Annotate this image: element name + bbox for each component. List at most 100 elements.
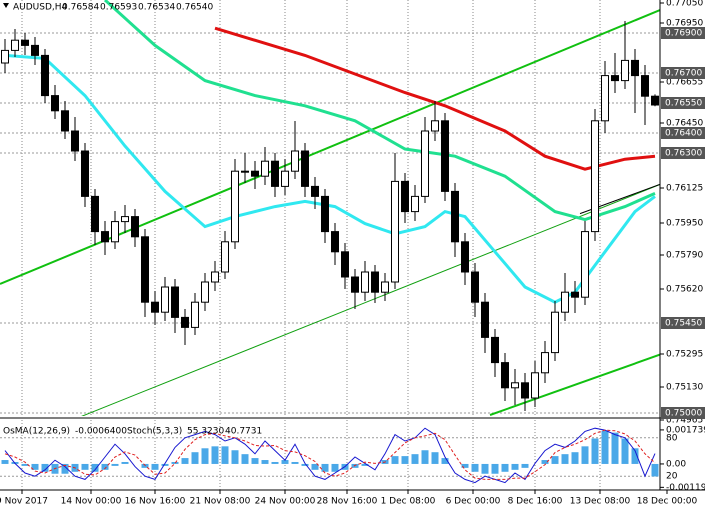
osma-bar — [541, 460, 549, 464]
candle-body — [121, 216, 129, 223]
osma-bar — [301, 463, 309, 466]
osma-bar — [151, 463, 159, 470]
candle-body — [311, 185, 319, 197]
level-label: 0.76300 — [665, 149, 702, 159]
osma-bar — [121, 461, 129, 464]
candle-body — [211, 271, 219, 283]
candle-body — [291, 150, 299, 172]
candle-body — [611, 75, 619, 82]
osma-bar — [161, 463, 169, 466]
x-tick-label: 24 Nov 00:00 — [255, 497, 316, 507]
osma-bar — [621, 438, 629, 464]
y-tick-label: 0.77050 — [666, 0, 703, 9]
candle-body — [41, 54, 49, 97]
candle-body — [541, 352, 549, 374]
candle-body — [271, 160, 279, 187]
candle-body — [81, 150, 89, 197]
osma-bar — [251, 458, 259, 464]
osma-bar — [311, 463, 319, 470]
x-tick-label: 14 Nov 00:00 — [61, 497, 122, 507]
candle-body — [371, 271, 379, 293]
candle-body — [551, 311, 559, 354]
x-tick-label: 9 Nov 2017 — [0, 497, 48, 507]
osma-bar — [91, 463, 99, 472]
candle-body — [331, 231, 339, 253]
candle-body — [361, 271, 369, 293]
level-label: 0.75000 — [665, 409, 702, 419]
osma-bar — [591, 438, 599, 464]
y-tick-label: 0.75130 — [666, 383, 703, 393]
candle-body — [431, 120, 439, 132]
candle-body — [491, 336, 499, 364]
osma-bar — [111, 463, 119, 466]
osma-bar — [391, 456, 399, 464]
header-icon — [3, 3, 9, 8]
candle-body — [91, 195, 99, 233]
candle-body — [181, 316, 189, 328]
candle-body — [301, 150, 309, 187]
y-tick-label: 0.75790 — [666, 251, 703, 261]
x-tick-label: 6 Dec 00:00 — [446, 497, 501, 507]
candle-body — [341, 251, 349, 278]
osma-bar — [211, 446, 219, 464]
osma-bar — [431, 452, 439, 464]
trend-line — [0, 9, 660, 285]
osma-tick-label: -0.0011950 — [666, 483, 705, 493]
osma-bar — [571, 452, 579, 464]
candle-body — [651, 95, 659, 106]
candle-body — [321, 195, 329, 233]
candle-body — [511, 382, 519, 389]
y-tick-label: 0.76950 — [666, 19, 703, 29]
osma-bar — [481, 463, 489, 474]
header-value: 0.76584 — [62, 3, 99, 13]
header-value: 0.76534 — [138, 3, 175, 13]
candle-body — [281, 170, 289, 187]
x-tick-label: 21 Nov 08:00 — [190, 497, 251, 507]
osma-bar — [411, 454, 419, 464]
osma-bar — [21, 463, 29, 466]
osma-bar — [511, 463, 519, 470]
trend-line — [489, 353, 660, 416]
moving-average — [103, 0, 656, 222]
candle-body — [141, 236, 149, 303]
osma-bar — [181, 458, 189, 464]
osma-bar — [281, 460, 289, 464]
level-label-bg — [661, 317, 705, 329]
oscillator-label: OsMA(12,26,9) — [3, 427, 70, 437]
candle-body — [451, 190, 459, 243]
osma-bar — [581, 446, 589, 464]
candle-body — [111, 221, 119, 243]
candle-body — [21, 39, 29, 46]
stoch-tick-label: 20 — [666, 472, 678, 482]
oscillator-label: 40.7731 — [225, 427, 262, 437]
candle-body — [351, 276, 359, 293]
trend-line — [81, 183, 660, 416]
candle-body — [151, 301, 159, 313]
candle-body — [471, 271, 479, 303]
osma-tick-label: 0.0017390 — [666, 425, 705, 435]
oscillator-label: Stoch(5,3,3) — [127, 427, 182, 437]
x-tick-label: 8 Dec 16:00 — [508, 497, 563, 507]
x-tick-label: 18 Dec 00:00 — [637, 497, 698, 507]
osma-bar — [471, 463, 479, 472]
candle-body — [571, 291, 579, 298]
osma-bar — [201, 448, 209, 464]
osma-bar — [241, 454, 249, 464]
osma-bar — [191, 452, 199, 464]
osma-bar — [81, 463, 89, 470]
candle-body — [1, 49, 9, 64]
candle-body — [481, 301, 489, 338]
candle-body — [101, 231, 109, 243]
price-panel — [0, 0, 660, 416]
candle-body — [441, 120, 449, 192]
osma-bar — [611, 432, 619, 464]
osma-bar — [271, 461, 279, 464]
candle-body — [221, 241, 229, 273]
osma-bar — [561, 454, 569, 464]
candle-body — [461, 241, 469, 273]
candle-body — [171, 286, 179, 318]
osma-bar — [421, 450, 429, 464]
candle-body — [381, 281, 389, 293]
candle-body — [621, 59, 629, 82]
